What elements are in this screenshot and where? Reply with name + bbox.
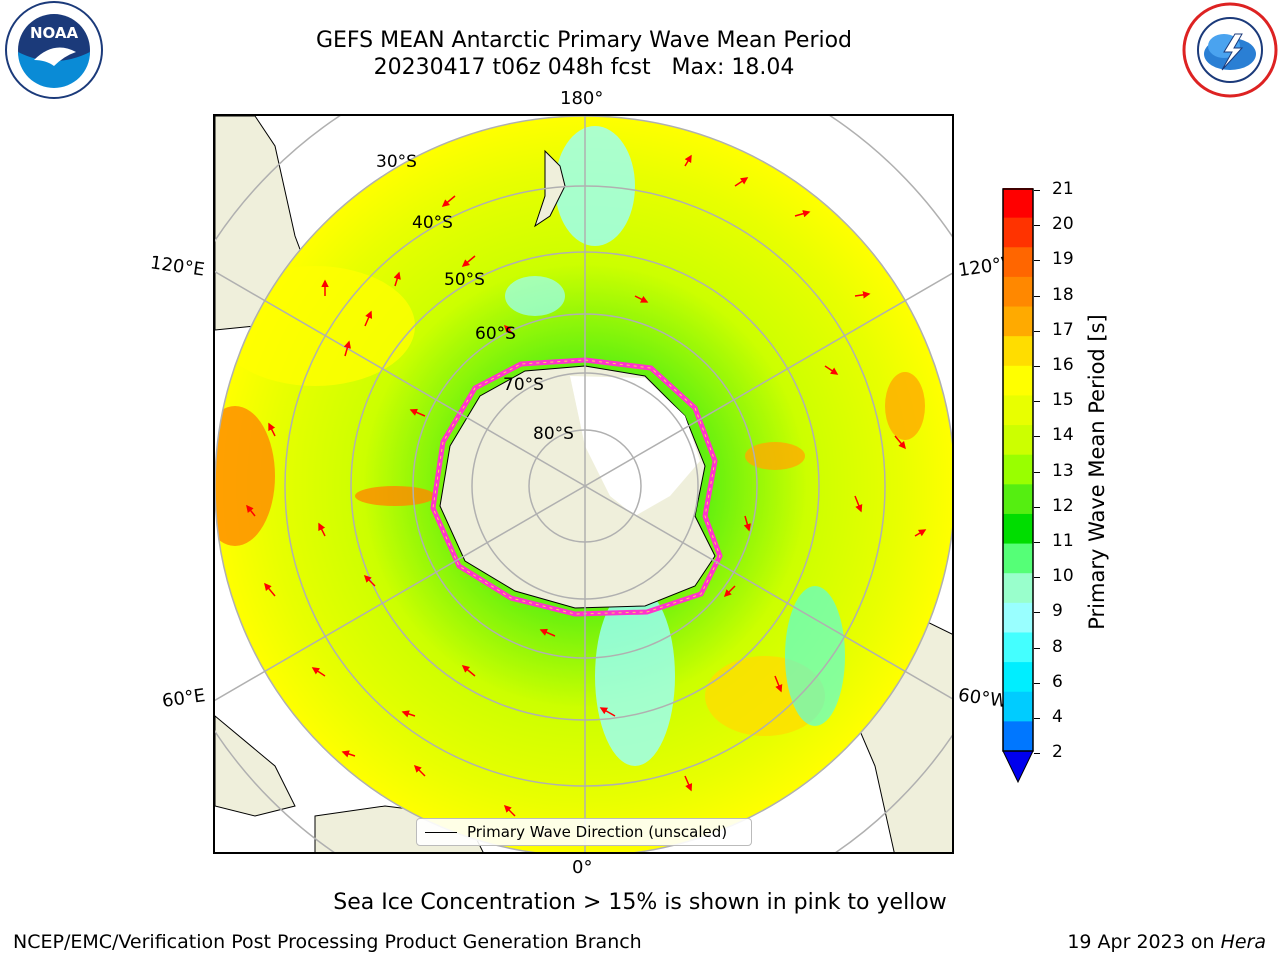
- colorbar-segment: [1003, 513, 1033, 545]
- nws-logo: [1180, 0, 1280, 100]
- colorbar-tick-label: 17: [1052, 319, 1074, 340]
- colorbar-tick-label: 16: [1052, 355, 1074, 375]
- colorbar-segment: [1003, 484, 1033, 515]
- colorbar-tick: [1034, 436, 1040, 438]
- colorbar-segment: [1003, 188, 1033, 219]
- land-africa-madagascar: [215, 715, 296, 817]
- colorbar-segment: [1003, 425, 1033, 456]
- colorbar-tick: [1034, 542, 1040, 543]
- colorbar-tick: [1034, 260, 1040, 262]
- ice-shelf: [570, 376, 700, 516]
- colorbar-tick-label: 18: [1052, 284, 1074, 305]
- colorbar-segment: [1003, 276, 1033, 308]
- lon-label-180: 180°: [560, 88, 604, 109]
- colorbar-tick-label: 19: [1052, 249, 1074, 270]
- colorbar-tick: [1034, 718, 1040, 719]
- colorbar-label: Primary Wave Mean Period [s]: [1085, 314, 1109, 630]
- colorbar-frame: [1002, 188, 1034, 752]
- colorbar-tick-label: 20: [1052, 214, 1074, 235]
- colorbar-tick-label: 21: [1052, 179, 1074, 199]
- colorbar-tick-label: 9: [1052, 601, 1063, 622]
- graticule: [215, 116, 952, 852]
- colorbar-segment: [1003, 454, 1033, 485]
- colorbar-tick: [1034, 471, 1040, 473]
- colorbar-segment: [1003, 217, 1033, 248]
- colorbar-tick: [1034, 330, 1040, 332]
- colorbar-tick: [1034, 682, 1040, 684]
- footer-right: 19 Apr 2023 on Hera: [1067, 931, 1266, 953]
- colorbar-segment: [1003, 247, 1033, 278]
- lat-label-50s: 50°S: [444, 270, 485, 290]
- colorbar-segment: [1003, 573, 1033, 604]
- colorbar-tick: [1034, 366, 1040, 367]
- colorbar-tick-label: 11: [1052, 531, 1074, 551]
- colorbar-tick-label: 4: [1052, 707, 1063, 727]
- noaa-logo-text: NOAA: [30, 24, 79, 42]
- colorbar-segment: [1003, 721, 1033, 752]
- colorbar-tick: [1034, 647, 1040, 649]
- colorbar-svg: [1002, 188, 1034, 784]
- lat-label-40s: 40°S: [412, 213, 453, 233]
- lat-label-70s: 70°S: [503, 375, 544, 395]
- colorbar-extend-triangle: [1002, 750, 1034, 784]
- colorbar-tick-label: 12: [1052, 495, 1074, 516]
- colorbar-tick-label: 14: [1052, 425, 1074, 446]
- colorbar-tick-label: 2: [1052, 742, 1063, 763]
- title-line-2: 20230417 t06z 048h fcst Max: 18.04: [373, 55, 795, 80]
- sea-ice-caption: Sea Ice Concentration > 15% is shown in …: [333, 890, 947, 915]
- colorbar-tick: [1034, 612, 1040, 614]
- colorbar-tick-label: 15: [1052, 390, 1074, 411]
- colorbar-tick: [1034, 401, 1040, 403]
- footer-left: NCEP/EMC/Verification Post Processing Pr…: [13, 931, 642, 953]
- colorbar-segment: [1003, 691, 1033, 722]
- wave-direction-arrows: [246, 154, 927, 817]
- noaa-logo: NOAA: [4, 0, 104, 100]
- polar-map-panel: [213, 114, 954, 854]
- lon-label-60e: 60°E: [160, 685, 207, 712]
- lat-label-60s: 60°S: [475, 324, 516, 344]
- map-legend: Primary Wave Direction (unscaled): [416, 818, 752, 846]
- footer-date: 19 Apr 2023 on: [1067, 931, 1221, 953]
- colorbar-tick-label: 8: [1052, 636, 1063, 657]
- lat-label-80s: 80°S: [533, 424, 574, 444]
- colorbar-tick-label: 6: [1052, 671, 1063, 692]
- lon-label-0: 0°: [572, 857, 593, 878]
- colorbar-segment: [1003, 395, 1033, 426]
- colorbar-tick-label: 10: [1052, 566, 1074, 587]
- colorbar-segment: [1003, 662, 1033, 693]
- colorbar-segment: [1003, 602, 1033, 633]
- colorbar-tick: [1034, 225, 1040, 227]
- title-line-1: GEFS MEAN Antarctic Primary Wave Mean Pe…: [315, 28, 853, 53]
- footer-machine: Hera: [1220, 931, 1266, 953]
- colorbar-segment: [1003, 365, 1033, 396]
- lat-label-30s: 30°S: [376, 152, 417, 172]
- colorbar-tick: [1034, 753, 1040, 755]
- colorbar-tick: [1034, 190, 1040, 191]
- legend-label: Primary Wave Direction (unscaled): [467, 823, 728, 841]
- lon-label-120e: 120°E: [148, 252, 206, 281]
- colorbar-tick-label: 13: [1052, 460, 1074, 481]
- polar-map: [215, 116, 952, 852]
- colorbar-tick: [1034, 506, 1040, 508]
- colorbar-segment: [1003, 336, 1033, 367]
- colorbar-segment: [1003, 543, 1033, 574]
- colorbar-tick: [1034, 577, 1040, 579]
- colorbar-segment: [1003, 632, 1033, 663]
- colorbar-segment: [1003, 306, 1033, 337]
- colorbar-tick: [1034, 295, 1040, 297]
- colorbar: [1002, 188, 1034, 784]
- legend-line-swatch: [425, 831, 457, 833]
